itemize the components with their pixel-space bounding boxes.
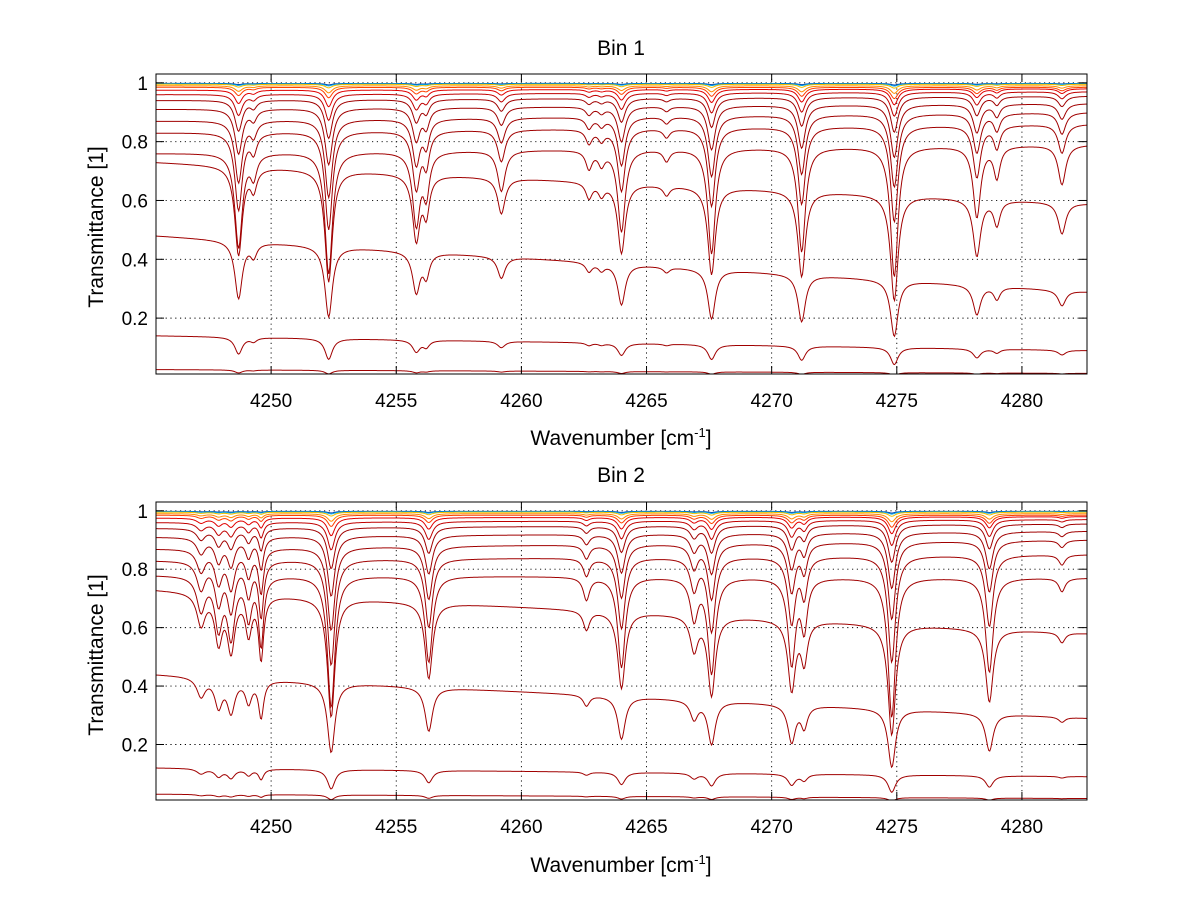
y-tick-label: 0.6: [122, 619, 148, 640]
x-tick-label: 4280: [1001, 391, 1043, 412]
series-line: [156, 575, 1087, 718]
y-tick-label: 0.2: [122, 735, 148, 756]
series-line: [156, 124, 1087, 230]
series-line: [156, 514, 1087, 528]
y-tick-label: 1: [137, 502, 148, 523]
y-tick-label: 0.4: [122, 250, 149, 271]
x-axis-label: Wavenumber [cm-1]: [530, 425, 711, 450]
x-tick-label: 4250: [250, 391, 292, 412]
series-line: [156, 793, 1087, 800]
series-line: [156, 523, 1087, 570]
series-line: [156, 91, 1087, 122]
x-tick-label: 4255: [375, 391, 417, 412]
chart-bin-1: Bin 1 4250 4255 4260 4265 4270 4275 4280 0.2 0.4…: [85, 37, 1088, 450]
series-line: [156, 86, 1087, 100]
y-tick-label: 1: [137, 74, 148, 95]
series-line: [156, 235, 1087, 338]
y-axis-label: Transmittance [1]: [85, 574, 108, 735]
x-tick-label: 4265: [625, 817, 667, 838]
x-tick-label: 4250: [250, 817, 292, 838]
series-line: [156, 83, 1087, 89]
y-tick-label: 0.8: [122, 560, 148, 581]
series-line: [156, 511, 1087, 517]
series-line: [156, 539, 1087, 632]
x-tick-label: 4270: [751, 391, 793, 412]
series-line: [156, 767, 1087, 793]
grid: [156, 502, 1087, 800]
axes-frame: [155, 501, 1088, 801]
x-tick-label: 4265: [625, 391, 667, 412]
x-tick-label: 4260: [500, 391, 542, 412]
x-tick-label: 4280: [1001, 817, 1043, 838]
series-line: [156, 85, 1087, 94]
series-line: [156, 674, 1087, 769]
series-line: [156, 162, 1087, 303]
y-tick-label: 0.8: [122, 133, 148, 154]
ticks: 4250 4255 4260 4265 4270 4275 4280 0.2 0.4 0.6 0.8…: [122, 502, 1087, 838]
series-line: [156, 519, 1087, 551]
series-line: [156, 88, 1087, 108]
series-line: [156, 530, 1087, 597]
chart-title: Bin 1: [597, 37, 645, 60]
series-line: [156, 335, 1087, 366]
series-line: [156, 95, 1087, 140]
series-line: [156, 369, 1087, 374]
x-tick-label: 4270: [751, 817, 793, 838]
y-axis-label: Transmittance [1]: [85, 146, 108, 307]
ticks: 4250 4255 4260 4265 4270 4275 4280 0.2 0.4 0.6 0.8…: [122, 74, 1087, 412]
series-lines: [156, 82, 1087, 374]
x-tick-label: 4255: [375, 817, 417, 838]
series-line: [156, 83, 1087, 87]
y-tick-label: 0.6: [122, 191, 148, 212]
series-line: [156, 590, 1087, 737]
axes-frame: [155, 73, 1088, 375]
y-tick-label: 0.4: [122, 677, 149, 698]
y-tick-label: 0.2: [122, 309, 148, 330]
series-line: [156, 554, 1087, 667]
series-lines: [156, 510, 1087, 800]
x-tick-label: 4260: [500, 817, 542, 838]
series-line: [156, 513, 1087, 523]
series-line: [156, 145, 1087, 277]
grid: [156, 74, 1087, 374]
series-line: [156, 112, 1087, 200]
chart-bin-2: Bin 2 4250 4255 4260 4265 4270 4275 4280 0.2 0.4…: [85, 464, 1088, 877]
x-axis-label: Wavenumber [cm-1]: [530, 852, 711, 877]
x-tick-label: 4275: [876, 817, 918, 838]
series-line: [156, 511, 1087, 515]
x-tick-label: 4275: [876, 391, 918, 412]
series-line: [156, 516, 1087, 537]
chart-title: Bin 2: [597, 464, 645, 487]
series-line: [156, 103, 1087, 167]
